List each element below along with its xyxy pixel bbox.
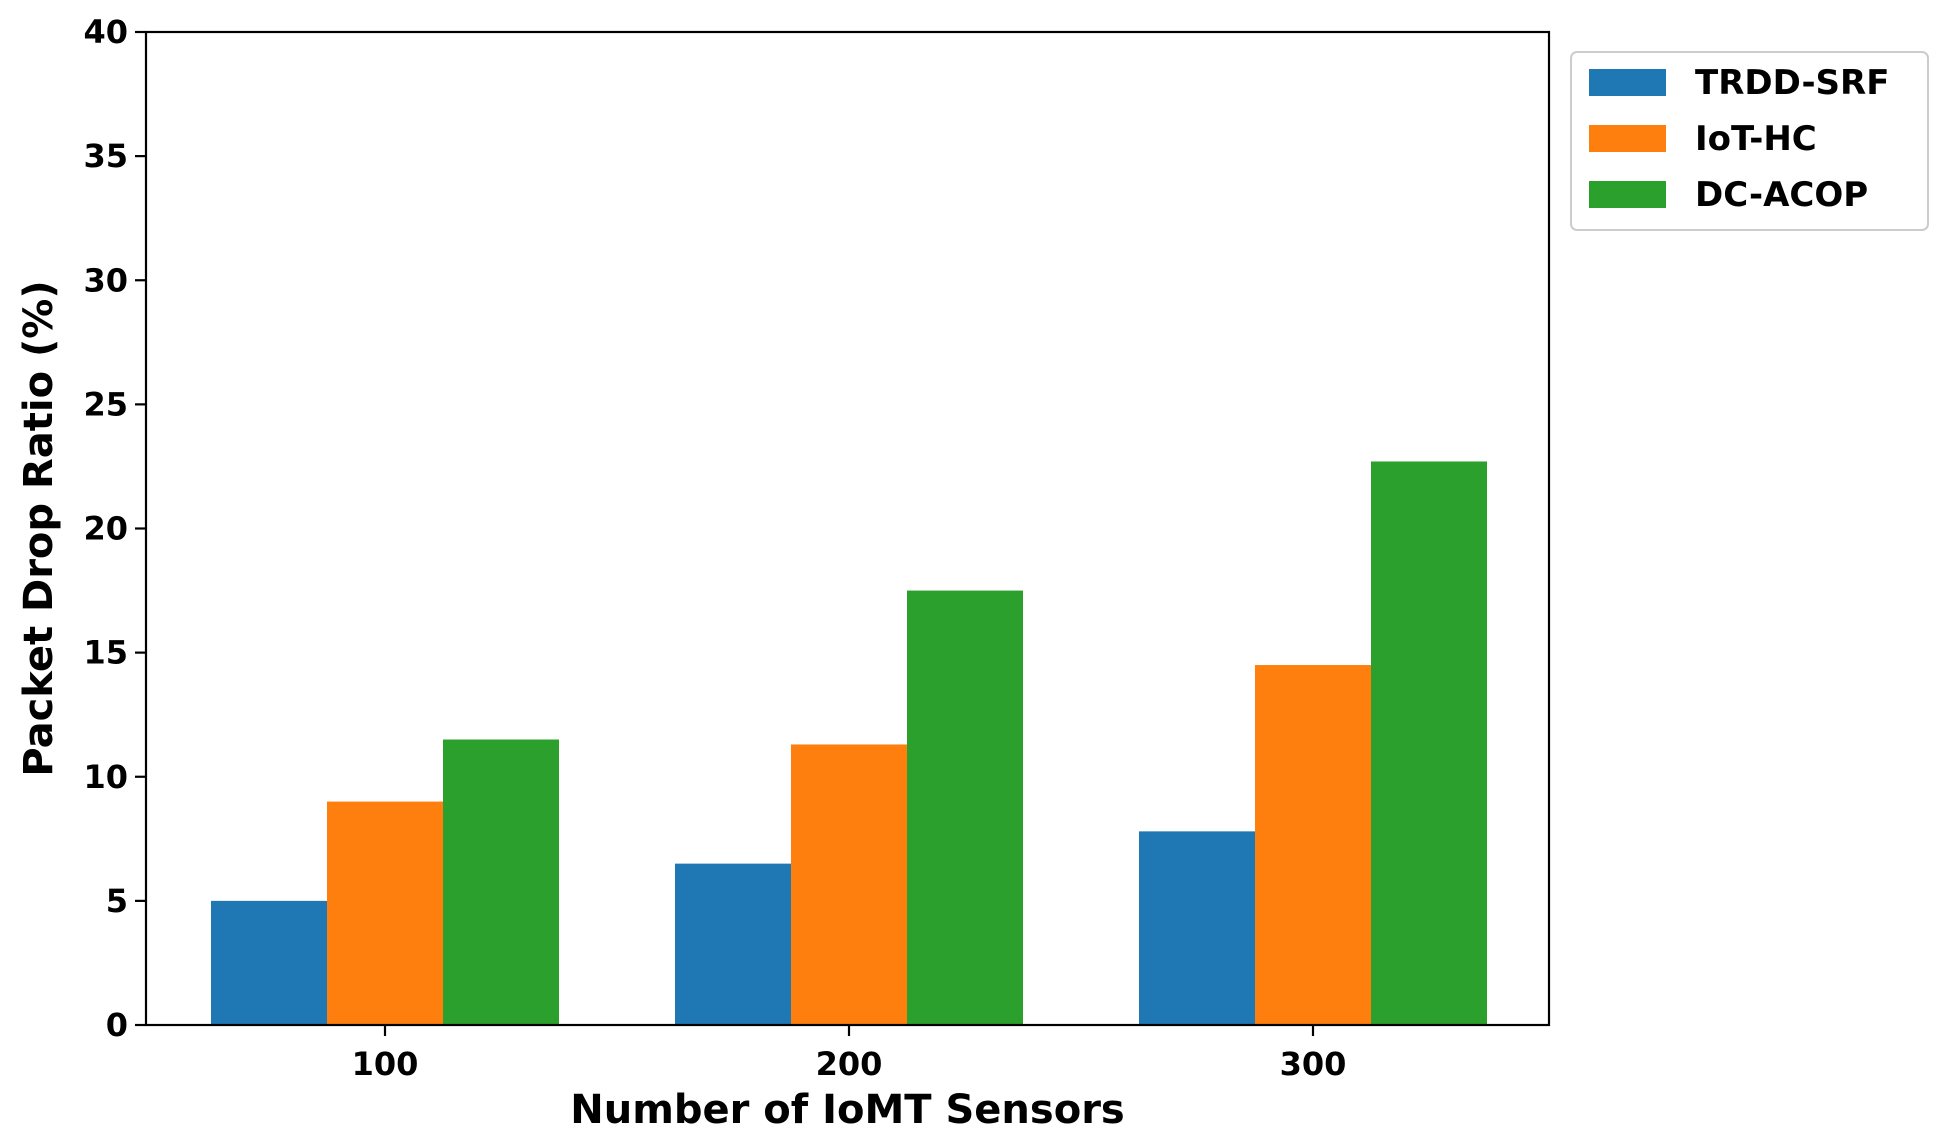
bars-layer: [211, 461, 1487, 1025]
y-tick-label: 40: [83, 13, 128, 51]
y-tick-label: 0: [106, 1006, 128, 1044]
bar-trdd-srf-100: [211, 900, 327, 1025]
y-tick-label: 35: [83, 137, 128, 175]
y-tick-label: 20: [83, 510, 128, 548]
y-tick-label: 15: [83, 634, 128, 672]
bar-iot-hc-300: [1255, 665, 1371, 1025]
bar-dc-acop-100: [443, 739, 559, 1025]
legend-label: DC-ACOP: [1695, 175, 1868, 215]
y-tick-label: 10: [83, 758, 128, 796]
x-tick-label: 300: [1280, 1045, 1347, 1083]
y-tick-label: 5: [106, 882, 128, 920]
legend-swatch-dc-acop: [1589, 181, 1666, 208]
y-axis-title: Packet Drop Ratio (%): [16, 280, 62, 776]
y-tick-label: 25: [83, 385, 128, 423]
y-tick-label: 30: [83, 261, 128, 299]
legend-label: IoT-HC: [1695, 119, 1817, 159]
ticks-layer: 0 5 10 15 20 25 30 35 40 100 200 300: [83, 13, 1346, 1083]
bar-trdd-srf-300: [1139, 831, 1255, 1025]
x-axis-title: Number of IoMT Sensors: [570, 1087, 1124, 1133]
legend-label: TRDD-SRF: [1695, 63, 1889, 103]
x-tick-label: 200: [816, 1045, 883, 1083]
legend-swatch-trdd-srf: [1589, 69, 1666, 96]
bar-iot-hc-100: [327, 801, 443, 1025]
bar-dc-acop-200: [907, 590, 1023, 1025]
bar-trdd-srf-200: [675, 863, 791, 1025]
bar-dc-acop-300: [1371, 461, 1487, 1025]
legend-swatch-iot-hc: [1589, 125, 1666, 152]
bar-iot-hc-200: [791, 744, 907, 1025]
legend: TRDD-SRF IoT-HC DC-ACOP: [1570, 51, 1929, 231]
x-tick-label: 100: [352, 1045, 419, 1083]
